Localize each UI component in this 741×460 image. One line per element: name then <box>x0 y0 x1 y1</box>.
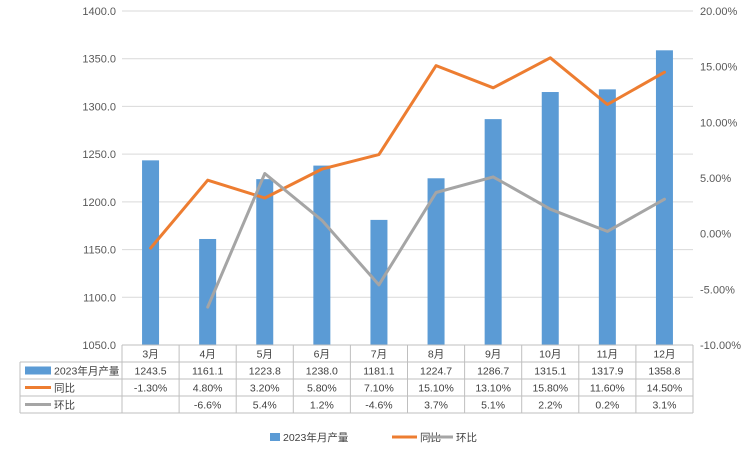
data-label: 5.80% <box>307 383 337 395</box>
left-tick-label: 1350.0 <box>82 54 116 66</box>
line-series <box>149 56 666 309</box>
bar <box>313 165 331 345</box>
data-label: 1.2% <box>310 400 334 412</box>
data-label: 3.7% <box>424 400 448 412</box>
category-label: 10月 <box>539 349 561 361</box>
data-label: 3.20% <box>250 383 280 395</box>
series-line <box>149 56 666 250</box>
bar-series <box>142 50 673 346</box>
data-label: 1223.8 <box>249 366 281 378</box>
data-label: 5.4% <box>253 400 277 412</box>
data-label: 0.2% <box>595 400 619 412</box>
right-tick-label: 5.00% <box>700 173 731 185</box>
data-label: 14.50% <box>647 383 683 395</box>
left-tick-label: 1300.0 <box>82 101 116 113</box>
series-name: 同比 <box>54 382 75 395</box>
bar <box>541 92 559 345</box>
data-label: 1161.1 <box>192 366 223 378</box>
data-table: 3月 4月 5月 6月 7月 8月 9月 10月 11月 12月 2023年月产量 1243.5 116… <box>19 344 694 414</box>
data-label: -6.6% <box>194 400 221 412</box>
series-line <box>206 172 666 309</box>
bar <box>427 178 445 345</box>
right-tick-label: 20.00% <box>700 6 738 18</box>
category-label: 6月 <box>314 349 330 361</box>
left-tick-label: 1150.0 <box>83 245 116 257</box>
left-axis-ticks: 1050.0 1100.0 1150.0 1200.0 1250.0 1300.0 1350… <box>82 6 116 352</box>
right-tick-label: 0.00% <box>700 229 731 241</box>
right-tick-label: 10.00% <box>700 117 738 129</box>
data-label: 1181.1 <box>363 366 394 378</box>
category-label: 7月 <box>371 349 387 361</box>
data-label: 4.80% <box>193 383 223 395</box>
legend-label: 环比 <box>456 431 477 444</box>
data-label: 5.1% <box>481 400 505 412</box>
data-label: 3.1% <box>652 400 676 412</box>
right-tick-label: 15.00% <box>700 62 738 74</box>
series-name: 环比 <box>54 399 75 412</box>
series-name: 2023年月产量 <box>54 365 120 378</box>
data-label: 1238.0 <box>306 366 338 378</box>
data-label: 1315.1 <box>534 366 566 378</box>
left-tick-label: 1050.0 <box>82 340 116 352</box>
category-label: 12月 <box>653 349 675 361</box>
category-label: 9月 <box>485 349 501 361</box>
legend: 2023年月产量同比环比 <box>270 431 477 444</box>
left-tick-label: 1400.0 <box>82 6 116 18</box>
data-label: 11.60% <box>590 383 625 395</box>
legend-key <box>270 433 280 441</box>
table-legend-key <box>25 366 51 375</box>
data-label: 15.80% <box>532 383 568 395</box>
bar <box>598 89 616 345</box>
data-label: 1358.8 <box>648 366 680 378</box>
data-label: -4.6% <box>365 400 392 412</box>
bar <box>256 179 274 345</box>
data-label: 13.10% <box>475 383 511 395</box>
left-tick-label: 1200.0 <box>82 197 116 209</box>
category-label: 11月 <box>597 349 618 361</box>
bar <box>142 160 160 345</box>
category-label: 8月 <box>428 349 444 361</box>
data-label: -1.30% <box>134 383 167 395</box>
right-tick-label: -5.00% <box>700 284 735 296</box>
data-label: 1243.5 <box>134 366 166 378</box>
data-label: 1317.9 <box>591 366 623 378</box>
bar <box>199 238 217 345</box>
legend-label: 2023年月产量 <box>283 431 349 444</box>
category-label: 5月 <box>257 349 273 361</box>
left-tick-label: 1100.0 <box>83 292 116 304</box>
category-label: 4月 <box>199 349 215 361</box>
data-label: 1224.7 <box>420 366 452 378</box>
right-axis-ticks: -10.00% -5.00% 0.00% 5.00% 10.00% 15.00% 20.00… <box>700 6 741 352</box>
bar <box>655 50 673 346</box>
data-label: 7.10% <box>364 383 394 395</box>
data-label: 2.2% <box>538 400 562 412</box>
gridlines <box>122 10 693 346</box>
data-label: 1286.7 <box>477 366 509 378</box>
data-label: 15.10% <box>418 383 454 395</box>
left-tick-label: 1250.0 <box>82 149 116 161</box>
category-label: 3月 <box>142 349 158 361</box>
bar <box>484 119 502 345</box>
right-tick-label: -10.00% <box>700 340 741 352</box>
